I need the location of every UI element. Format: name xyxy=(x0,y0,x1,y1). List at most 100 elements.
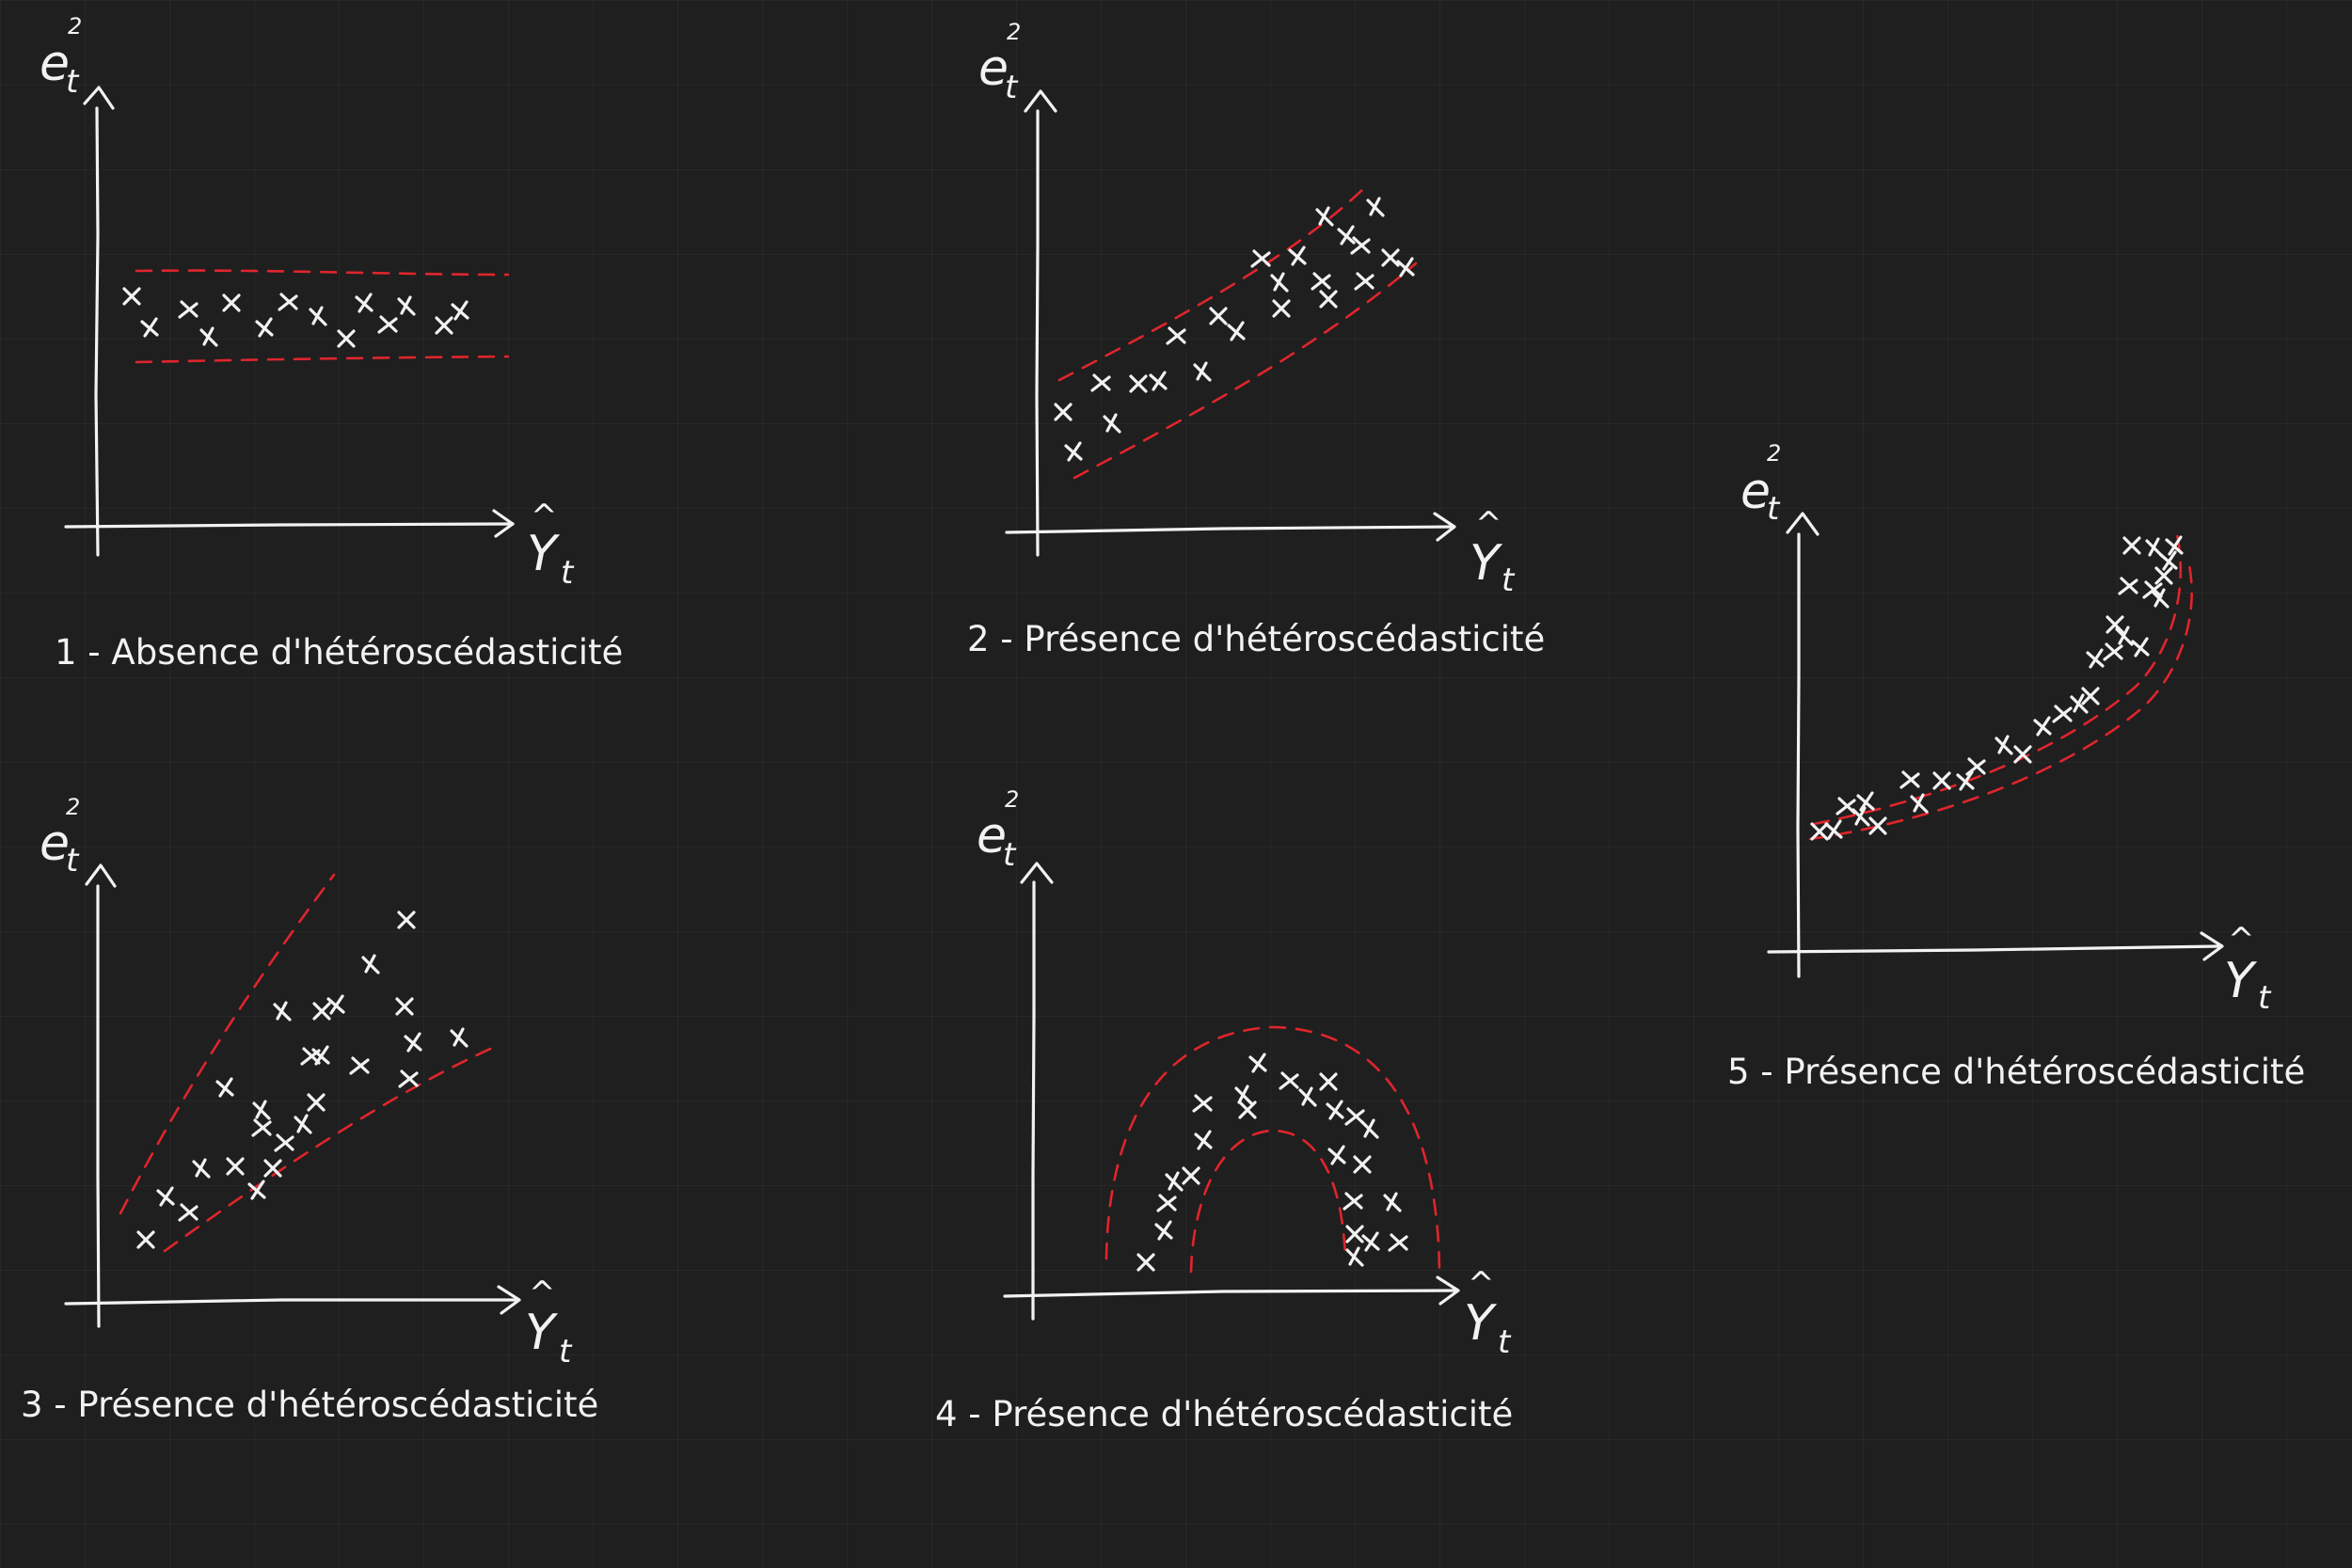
diagram-5-point xyxy=(2013,745,2032,764)
diagram-2-point xyxy=(1366,197,1385,217)
diagram-2-point xyxy=(1350,236,1371,255)
diagram-4-point xyxy=(1360,1118,1379,1139)
diagram-5-point xyxy=(2165,535,2184,556)
diagram-3-caption: 3 - Présence d'hétéroscédasticité xyxy=(21,1385,598,1425)
diagram-3-point xyxy=(192,1158,211,1179)
diagram-3-point xyxy=(273,1001,292,1022)
diagram-1-point xyxy=(337,329,356,348)
diagram-3-point xyxy=(398,1069,419,1088)
diagram-2-point xyxy=(1149,371,1168,391)
diagram-2-x-label: Y xyxy=(1470,535,1503,592)
diagram-5-point xyxy=(1956,770,1975,791)
diagram-2-point xyxy=(1166,326,1186,345)
diagram-3-band-lower xyxy=(163,1044,499,1253)
diagram-4-point xyxy=(1194,1130,1213,1150)
diagram-2-point xyxy=(1209,307,1228,325)
diagram-1-point xyxy=(278,293,298,311)
diagram-5-point xyxy=(1868,816,1887,835)
diagram-3-point xyxy=(156,1186,175,1207)
diagram-5-point xyxy=(2118,577,2138,595)
diagram-3-point xyxy=(404,1032,422,1053)
diagram-1-axes xyxy=(64,86,515,557)
diagram-1-caption: 1 - Absence d'hétéroscédasticité xyxy=(55,632,623,673)
diagram-1-y-sup: 2 xyxy=(68,13,82,40)
diagram-5-points xyxy=(1810,535,2184,841)
diagram-3-band-upper xyxy=(119,873,336,1215)
diagram-5-point xyxy=(2070,693,2089,714)
diagram-1-point xyxy=(435,316,453,335)
diagram-5-point xyxy=(2115,626,2134,646)
diagram-4-point xyxy=(1383,1192,1402,1212)
diagram-3-point xyxy=(395,997,414,1016)
diagram-3-y-sup: 2 xyxy=(66,794,80,820)
diagram-4-arch-outer xyxy=(1104,1025,1441,1274)
diagram-3-point xyxy=(326,994,345,1015)
diagram-2-point xyxy=(1054,403,1073,421)
diagram-3-x-hat: ^ xyxy=(529,1275,556,1312)
diagram-4-point xyxy=(1327,1145,1346,1165)
diagram-5-point xyxy=(1851,806,1870,827)
diagram-5: 2 e t ^ Y t 5 - Présence d'hétéroscédast… xyxy=(1727,440,2305,1092)
diagram-2-point xyxy=(1090,373,1111,392)
diagram-1-point xyxy=(451,300,469,321)
diagram-1-point xyxy=(355,293,373,313)
diagram-1-point xyxy=(178,300,199,319)
diagram-3-point xyxy=(136,1230,155,1249)
diagram-5-point xyxy=(2052,705,2073,723)
diagram-2-point xyxy=(1288,245,1307,266)
diagram-2-point xyxy=(1193,361,1212,382)
diagram-3-y-label: e xyxy=(40,816,70,872)
diagram-4-point xyxy=(1353,1155,1372,1174)
diagram-5-point xyxy=(2122,536,2141,555)
diagram-3-point xyxy=(252,1100,271,1120)
diagram-5-point xyxy=(2142,580,2163,599)
diagram-4-point xyxy=(1248,1053,1267,1073)
diagram-3-point xyxy=(294,1114,312,1134)
diagram-2-points xyxy=(1054,197,1415,462)
diagram-5-point xyxy=(2154,566,2173,585)
diagram-4-caption: 4 - Présence d'hétéroscédasticité xyxy=(935,1394,1513,1434)
diagram-4-point xyxy=(1343,1192,1363,1211)
diagram-4-y-label: e xyxy=(977,808,1007,864)
diagram-1: 2 e t ^ Y t 1 - Absence d'hétéroscédasti… xyxy=(40,13,623,673)
diagram-5-point xyxy=(1910,793,1929,814)
diagram-5-point xyxy=(1810,822,1829,841)
diagram-2-point xyxy=(1103,413,1121,434)
diagram-3-point xyxy=(263,1159,282,1178)
diagram-1-point xyxy=(255,317,274,338)
diagram-3-point xyxy=(178,1203,199,1222)
diagram-5-x-sub: t xyxy=(2258,979,2272,1017)
diagram-3: 2 e t ^ Y t 3 - Présence d'hétéroscédast… xyxy=(21,794,598,1425)
diagram-4-point xyxy=(1298,1086,1317,1107)
diagram-1-point xyxy=(140,317,159,338)
diagram-1-x-hat: ^ xyxy=(531,498,558,535)
diagram-4-point xyxy=(1182,1166,1200,1185)
diagram-5-point xyxy=(2081,687,2100,705)
diagram-3-point xyxy=(300,1047,321,1066)
diagram-4-point xyxy=(1361,1231,1380,1252)
diagram-1-point xyxy=(309,306,327,326)
diagram-4-arch-inner xyxy=(1189,1129,1347,1274)
diagram-1-band-upper xyxy=(135,269,510,277)
diagram-2-x-sub: t xyxy=(1502,562,1516,599)
diagram-4-x-label: Y xyxy=(1464,1295,1498,1352)
diagram-4-points xyxy=(1136,1053,1408,1272)
diagram-5-point xyxy=(2033,716,2052,736)
diagram-3-x-label: Y xyxy=(525,1305,559,1361)
diagram-2-point xyxy=(1129,374,1148,393)
diagram-5-point xyxy=(1856,791,1875,812)
diagram-4-point xyxy=(1238,1101,1257,1119)
diagram-3-point xyxy=(397,911,416,929)
diagram-3-point xyxy=(226,1157,245,1176)
diagram-5-point xyxy=(1932,771,1951,790)
diagram-5-point xyxy=(1824,819,1843,840)
diagram-2-caption: 2 - Présence d'hétéroscédasticité xyxy=(967,619,1545,659)
diagram-2-x-hat: ^ xyxy=(1475,505,1502,543)
diagram-4: 2 e t ^ Y t 4 - Présence d'hétéroscédast… xyxy=(935,786,1513,1434)
diagram-4-point xyxy=(1154,1220,1173,1241)
diagram-3-y-sub: t xyxy=(66,842,80,879)
diagram-2-point xyxy=(1227,321,1246,341)
diagram-4-point xyxy=(1319,1072,1338,1091)
diagram-4-point xyxy=(1345,1246,1364,1267)
